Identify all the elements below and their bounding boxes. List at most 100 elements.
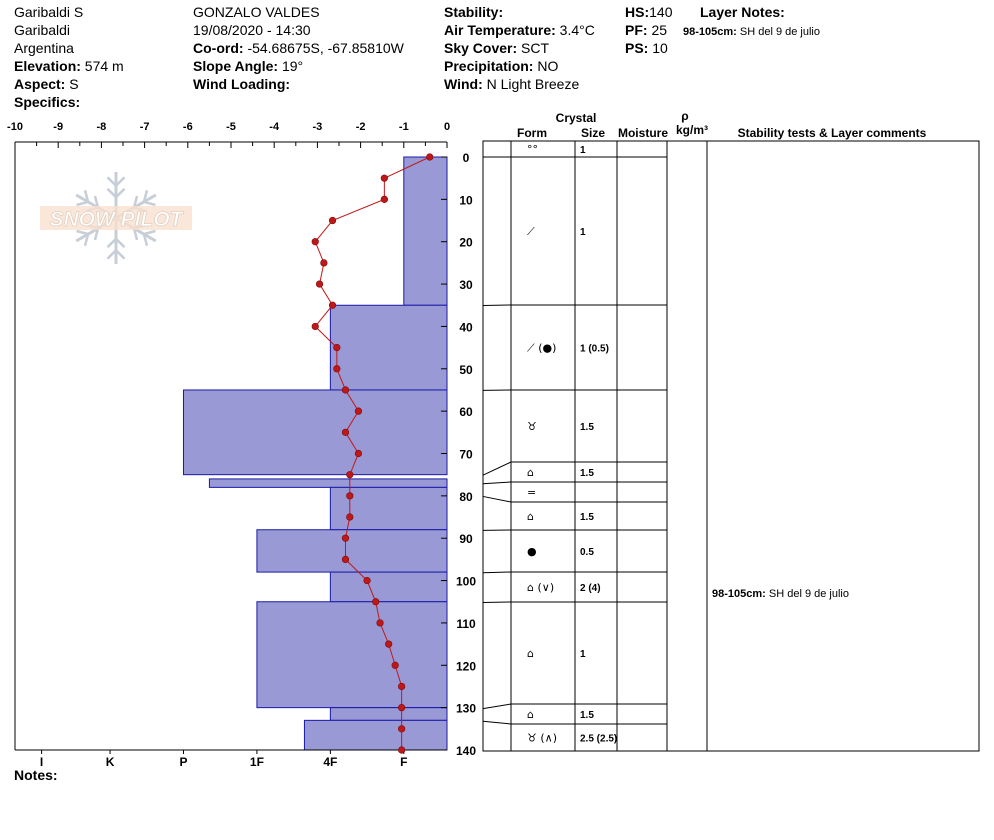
depth-tick-label: 20: [459, 236, 473, 250]
temp-tick-label: -6: [183, 121, 193, 133]
temperature-point: [328, 216, 337, 225]
depth-tick-label: 100: [456, 575, 476, 589]
precip-value: NO: [537, 58, 559, 74]
precip-label: Precipitation:: [444, 58, 534, 74]
snowpilot-logo: SNOW PILOT: [40, 172, 192, 264]
hardness-tick-label: I: [40, 755, 43, 769]
precip-row: Precipitation: NO: [444, 57, 558, 75]
hardness-tick-label: 1F: [250, 755, 264, 769]
snowflake-branch: [76, 200, 89, 207]
temperature-point: [311, 322, 319, 331]
depth-connector: [482, 720, 512, 725]
snowflake-arm: [75, 193, 117, 220]
air-temp-row: Air Temperature: 3.4°C: [444, 21, 595, 39]
region-name: Garibaldi: [14, 22, 71, 38]
comments-header: Stability tests & Layer comments: [738, 126, 927, 140]
temperature-point: [354, 449, 363, 458]
depth-tick-label: 110: [456, 617, 476, 631]
wind-row: Wind: N Light Breeze: [444, 75, 579, 93]
rounded-grains-icon: ●: [527, 545, 537, 558]
temperature-point: [398, 746, 406, 754]
temp-tick-label: -2: [356, 121, 366, 133]
crystal-size: 1: [580, 227, 586, 238]
temperature-point: [380, 174, 388, 182]
observer-name: GONZALO VALDES: [193, 4, 320, 20]
temperature-point: [426, 153, 434, 161]
temp-tick-label: -4: [269, 121, 280, 133]
depth-connector: [482, 601, 512, 603]
crust-icon: =: [527, 486, 536, 499]
temperature-point: [320, 259, 328, 267]
faceted-icon: ⌂: [527, 647, 534, 660]
temperature-point: [311, 238, 319, 246]
depth-tick-label: 120: [456, 659, 476, 673]
temperature-point: [398, 704, 406, 712]
temperature-point: [398, 682, 406, 691]
observation-datetime: 19/08/2020 - 14:30: [193, 22, 311, 38]
slope-label: Slope Angle:: [193, 58, 279, 74]
pf-label: PF:: [625, 22, 648, 38]
wind-value: N Light Breeze: [486, 76, 580, 92]
country-name: Argentina: [14, 40, 74, 56]
temperature-point: [385, 640, 393, 648]
crystal-size: 1.5: [580, 710, 594, 721]
crystal-size: 2 (4): [580, 583, 601, 594]
snowflake-branch: [106, 187, 117, 199]
snowflake-branch: [115, 187, 126, 199]
decomposed-fragments-icon: ⟋: [527, 225, 535, 238]
ps-label: PS:: [625, 40, 649, 56]
temperature-point: [398, 725, 406, 733]
crystal-header: Crystal: [556, 111, 597, 125]
depth-tick-label: 60: [459, 405, 473, 419]
depth-connector: [482, 461, 512, 476]
temp-tick-label: -10: [7, 121, 23, 133]
temperature-point: [346, 513, 354, 521]
stability-label: Stability:: [444, 4, 504, 20]
temperature-point: [341, 386, 350, 394]
air-temp-value: 3.4°C: [559, 22, 595, 38]
crystal-size: 1 (0.5): [580, 344, 609, 355]
notes-label: Notes:: [14, 767, 58, 783]
temp-tick-label: -5: [226, 121, 236, 133]
snowflake-branch: [76, 229, 89, 236]
snowflake-branch: [115, 176, 126, 187]
sky-row: Sky Cover: SCT: [444, 39, 549, 57]
density-unit-header: kg/m³: [676, 123, 708, 137]
table-border: [482, 140, 980, 752]
snowflake-branch: [142, 189, 149, 203]
temp-tick-label: -3: [313, 121, 323, 133]
hs-value: 140: [649, 4, 673, 20]
layer-note-text: SH del 9 de julio: [739, 26, 820, 38]
depth-tick-label: 0: [463, 151, 470, 165]
layer-note-row: 98-105cm: SH del 9 de julio: [683, 23, 820, 41]
hardness-bar: [256, 601, 448, 709]
hardness-bar: [403, 156, 448, 306]
air-temp-label: Air Temperature:: [444, 22, 556, 38]
temperature-point: [346, 492, 354, 500]
temp-tick-label: -1: [399, 121, 409, 133]
depth-hoar-icon: ♉: [527, 420, 537, 433]
aspect-label: Aspect:: [14, 76, 66, 92]
snowflake-branch: [86, 206, 99, 212]
snowflake-branch: [115, 249, 126, 260]
snowflake-branch: [143, 200, 156, 207]
snowflake-arm: [75, 216, 117, 243]
sky-value: SCT: [521, 40, 550, 56]
temperature-point: [354, 407, 363, 415]
snowflake-branch: [142, 233, 149, 247]
depth-connector: [482, 703, 512, 710]
crystal-size: 0.5: [580, 547, 594, 558]
layer-comment: 98-105cm: SH del 9 de julio: [712, 588, 849, 600]
hs-row: HS:140: [625, 3, 672, 21]
temperature-point: [341, 555, 350, 563]
hardness-bar: [303, 719, 448, 751]
faceted-and-surface-hoar-icon: ⌂ (∨): [527, 581, 554, 594]
form-header: Form: [517, 126, 547, 140]
temperature-point: [333, 365, 341, 373]
elevation-value: 574 m: [84, 58, 124, 74]
snowflake-branch: [93, 228, 100, 241]
aspect-value: S: [69, 76, 79, 92]
temp-tick-label: 0: [444, 121, 450, 133]
faceted-icon: ⌂: [527, 708, 534, 721]
